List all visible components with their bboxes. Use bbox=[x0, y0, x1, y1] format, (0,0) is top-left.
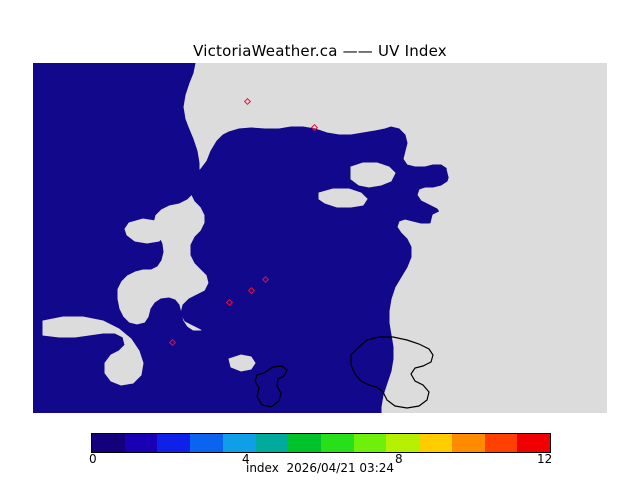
legend-label-max: 12 bbox=[537, 452, 553, 466]
colorbar-swatch-7 bbox=[321, 434, 354, 452]
colorbar-swatch-0 bbox=[92, 434, 125, 452]
land-region-northeast-inlets bbox=[333, 122, 607, 413]
island-outline-small[interactable] bbox=[254, 365, 288, 408]
legend-label-mid-1: 4 bbox=[242, 452, 250, 466]
colorbar-swatch-5 bbox=[255, 434, 289, 452]
colorbar-legend[interactable] bbox=[91, 433, 551, 453]
map-canvas[interactable] bbox=[33, 63, 607, 413]
colorbar-swatch-11 bbox=[451, 434, 485, 452]
land-indent-ne-1 bbox=[350, 162, 396, 188]
colorbar-swatch-13 bbox=[517, 434, 551, 452]
legend-label-mid-2: 8 bbox=[395, 452, 403, 466]
legend-label-min: 0 bbox=[89, 452, 97, 466]
land-indent-ne-2 bbox=[318, 188, 368, 208]
land-indent-ne-3 bbox=[212, 118, 290, 132]
island-outline-large[interactable] bbox=[350, 336, 434, 409]
page-title: VictoriaWeather.ca —— UV Index bbox=[193, 42, 447, 60]
colorbar-swatch-8 bbox=[353, 434, 387, 452]
land-notch-west bbox=[124, 218, 166, 244]
colorbar-swatch-4 bbox=[222, 434, 256, 452]
legend-caption: index 2026/04/21 03:24 bbox=[245, 461, 395, 475]
colorbar-swatch-6 bbox=[288, 434, 322, 452]
colorbar-swatch-1 bbox=[124, 434, 158, 452]
colorbar-swatch-10 bbox=[419, 434, 452, 452]
colorbar-swatch-2 bbox=[157, 434, 191, 452]
land-islet-bay bbox=[228, 354, 256, 372]
sea-region-central-north bbox=[180, 126, 450, 413]
colorbar-swatch-3 bbox=[190, 434, 223, 452]
colorbar-swatch-12 bbox=[484, 434, 518, 452]
land-peninsula-southwest bbox=[42, 316, 144, 386]
map-panel[interactable] bbox=[33, 63, 607, 413]
colorbar-swatch-9 bbox=[386, 434, 420, 452]
